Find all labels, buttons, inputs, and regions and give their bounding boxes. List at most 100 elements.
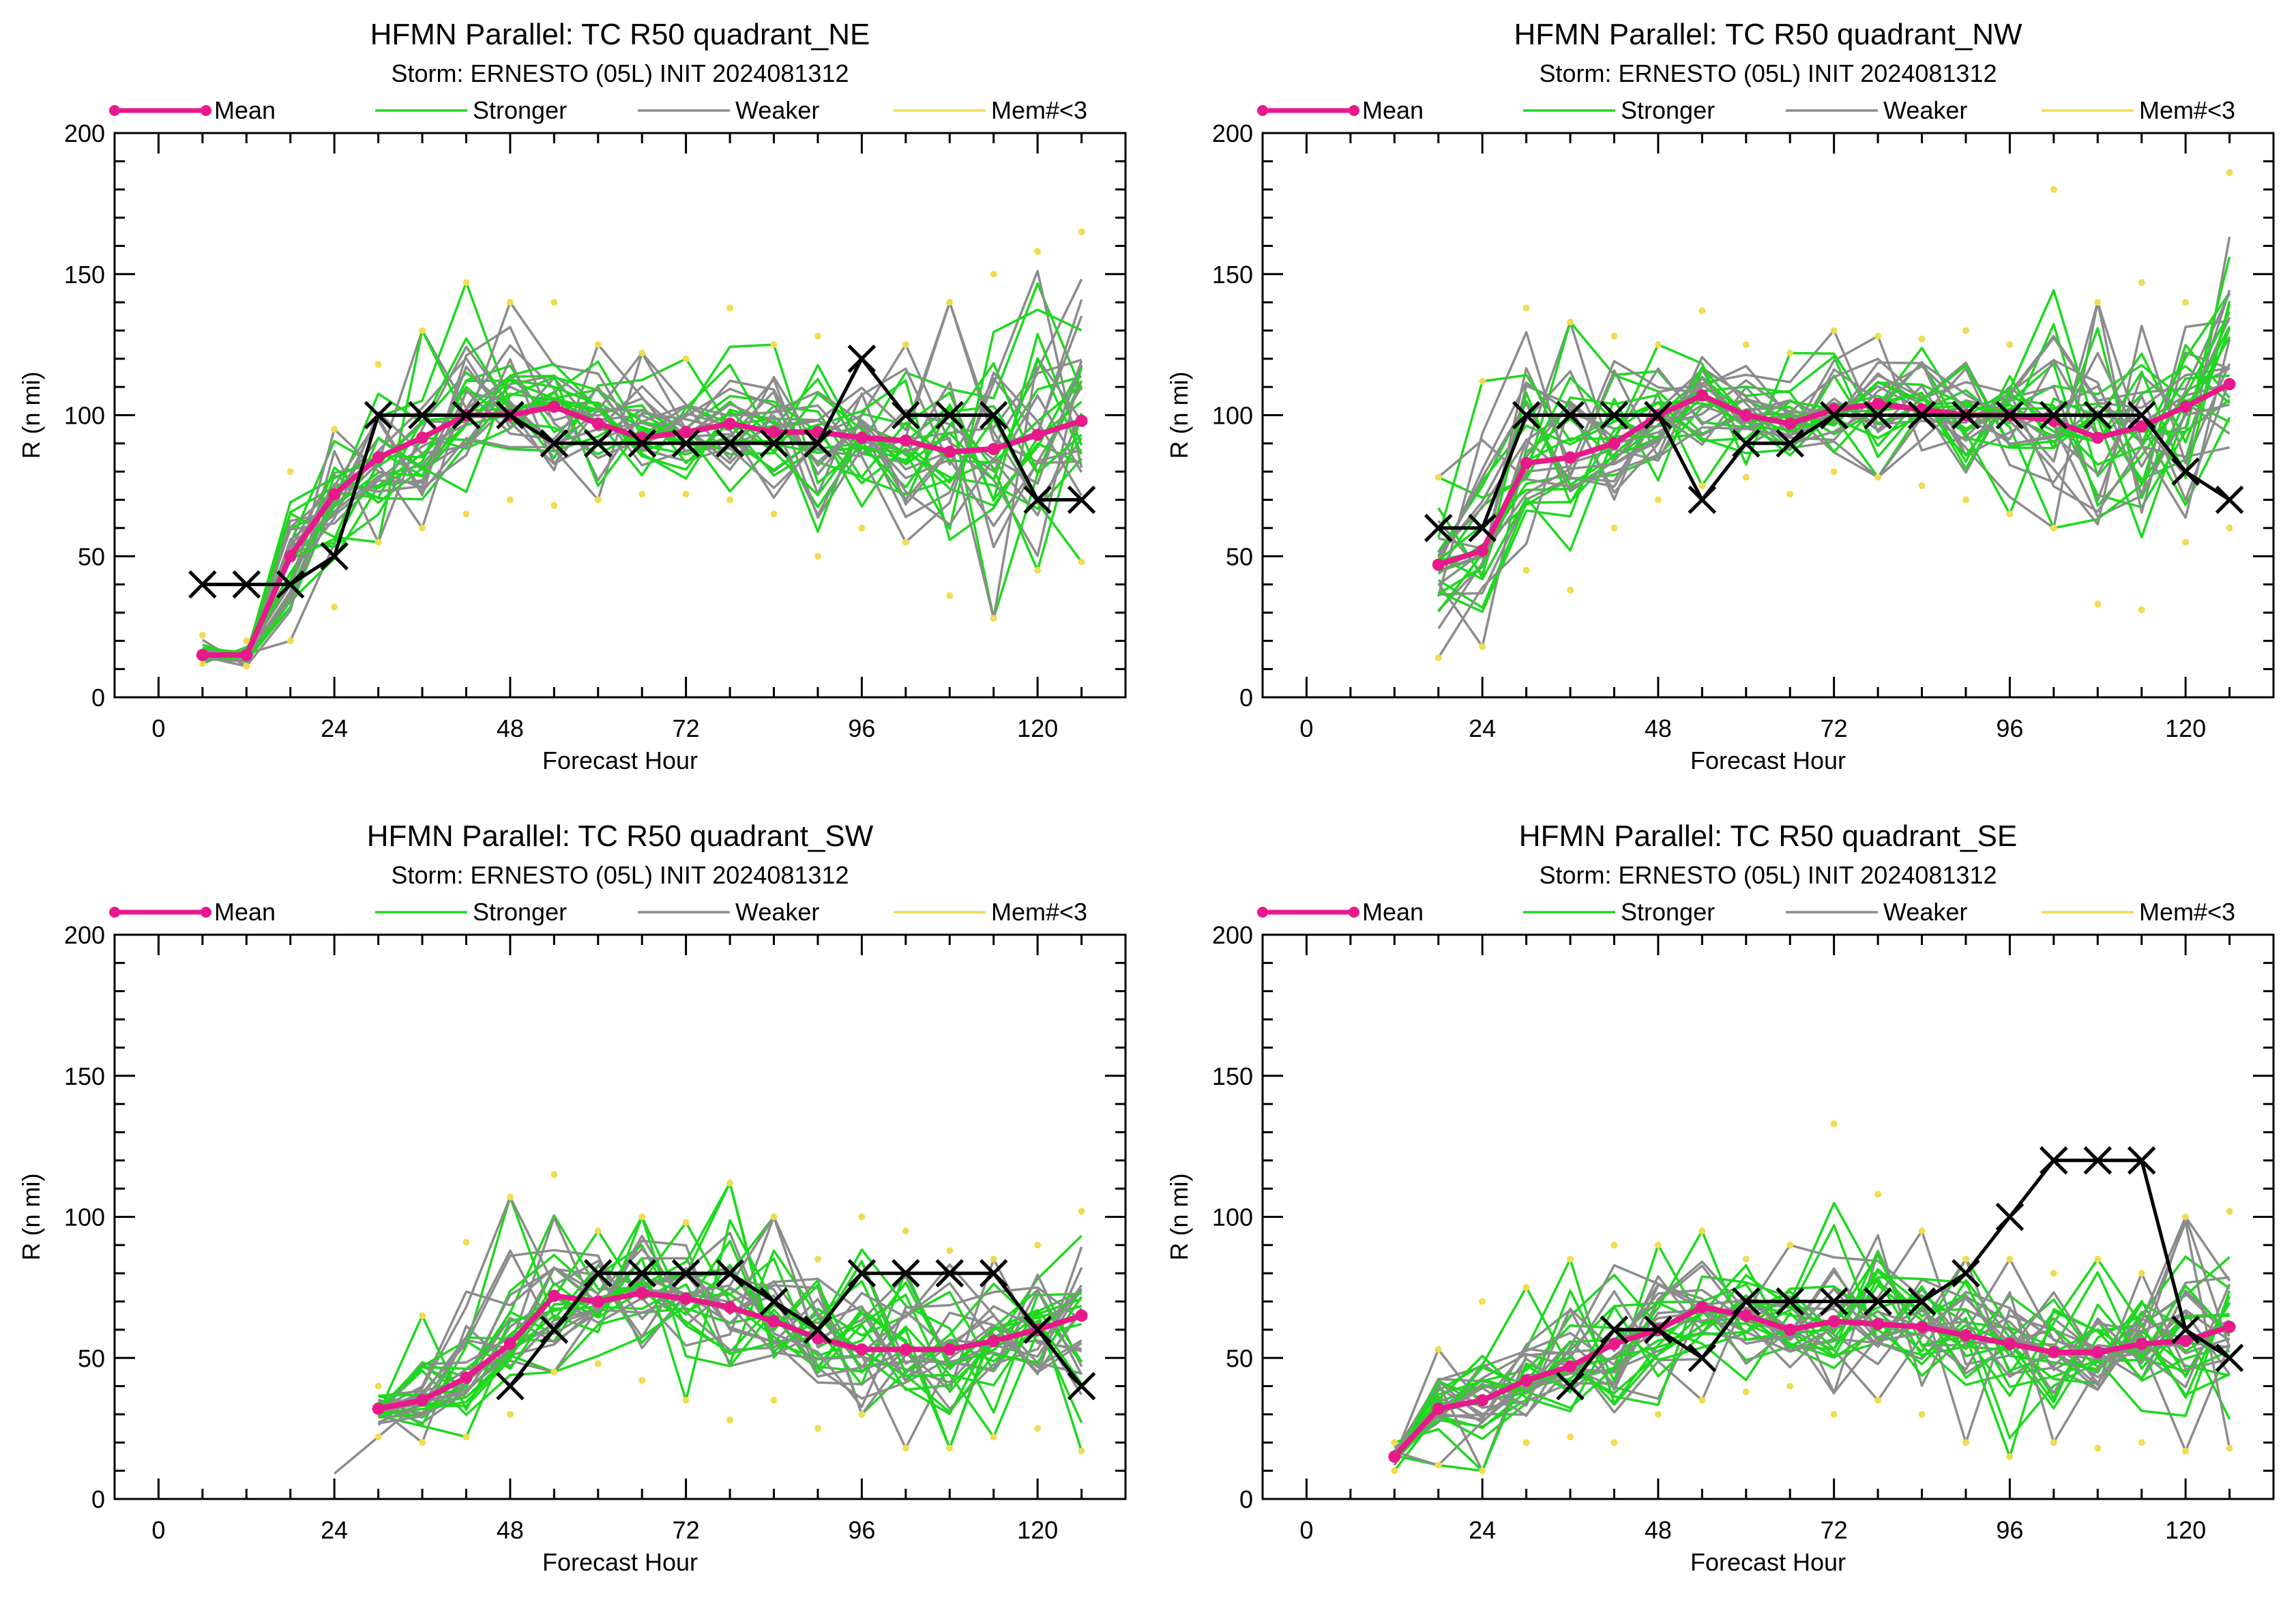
few-member-dot	[550, 1368, 558, 1375]
chart-title: HFMN Parallel: TC R50 quadrant_NE	[370, 18, 870, 51]
few-member-dot	[1918, 335, 1926, 343]
legend-mean-marker	[109, 105, 120, 116]
observed-point	[935, 1259, 965, 1287]
few-member-dot	[419, 524, 426, 531]
y-tick-label: 100	[64, 1204, 105, 1232]
mean-point	[1075, 414, 1088, 427]
observed-point	[1776, 1287, 1804, 1316]
mean-point	[1031, 428, 1044, 441]
few-member-dot	[2226, 1208, 2233, 1215]
few-member-dot	[1962, 496, 1969, 504]
observed-point	[1776, 429, 1804, 458]
few-member-dot	[726, 1416, 734, 1424]
observed-point	[1556, 1371, 1585, 1401]
observed-point	[2083, 1146, 2113, 1175]
mean-point	[899, 1343, 912, 1356]
stronger-member-line	[1394, 1229, 2231, 1461]
mean-point	[1608, 437, 1621, 450]
few-member-dot	[902, 1227, 909, 1235]
few-member-dots	[1391, 1120, 2233, 1474]
few-member-dot	[814, 1255, 821, 1263]
observed-point	[496, 1371, 525, 1401]
mean-point	[724, 1300, 737, 1313]
few-member-dot	[946, 592, 954, 600]
legend-weaker-label: Weaker	[735, 96, 819, 124]
legend-stronger-label: Stronger	[473, 898, 567, 926]
observed-point	[1600, 400, 1629, 430]
mean-point	[2003, 1337, 2016, 1350]
mean-point	[1784, 417, 1797, 430]
few-member-dot	[198, 660, 206, 667]
observed-point	[232, 570, 261, 599]
observed-point	[1864, 400, 1892, 430]
few-member-dot	[1567, 319, 1574, 326]
few-member-dot	[1962, 1255, 1969, 1263]
legend-mean-marker	[201, 907, 211, 918]
few-member-dot	[990, 1255, 997, 1263]
x-tick-label: 24	[321, 1516, 348, 1544]
legend-mean-label: Mean	[1362, 898, 1424, 926]
few-member-dot	[419, 1439, 426, 1446]
mean-point	[855, 1343, 868, 1356]
few-member-dot	[1391, 1467, 1398, 1474]
mean-point	[372, 451, 385, 464]
chart-subtitle: Storm: ERNESTO (05L) INIT 2024081312	[392, 59, 849, 87]
x-tick-label: 48	[497, 714, 524, 742]
few-member-dot	[286, 637, 294, 645]
few-member-dot	[1567, 1255, 1574, 1263]
mean-point	[1520, 456, 1533, 469]
legend-mean-marker	[1257, 105, 1268, 116]
y-axis: 0 50 100 150 200 R (n mi)	[17, 921, 1125, 1513]
observed-point	[716, 429, 744, 458]
weaker-member-line	[1393, 1287, 2231, 1466]
mean-point	[1872, 397, 1885, 410]
observed-point	[584, 429, 613, 458]
few-member-dot	[462, 279, 470, 287]
mean-series-line	[1392, 1304, 2231, 1459]
few-member-dot	[1434, 1461, 1442, 1469]
x-axis-label: Forecast Hour	[1690, 746, 1846, 774]
observed-point	[1067, 1371, 1096, 1401]
y-tick-label: 200	[1212, 921, 1253, 949]
few-member-dot	[1874, 1397, 1882, 1404]
few-member-dot	[638, 349, 646, 357]
few-member-dot	[550, 1171, 558, 1178]
x-tick-label: 72	[673, 714, 700, 742]
few-member-dot	[462, 510, 470, 518]
x-axis: 0 24 48 72 96 120 Forecast Hour	[1299, 133, 2231, 774]
chart-title: HFMN Parallel: TC R50 quadrant_NW	[1514, 18, 2022, 51]
observed-point	[1644, 400, 1673, 430]
few-member-dot	[419, 1312, 426, 1320]
x-axis-label: Forecast Hour	[542, 746, 698, 774]
observed-point	[671, 1259, 701, 1287]
few-member-dot	[2006, 1255, 2014, 1263]
few-member-dots	[1434, 169, 2233, 662]
observed-point	[1907, 400, 1937, 430]
x-tick-label: 24	[1469, 714, 1496, 742]
observed-point	[2127, 1146, 2156, 1175]
few-member-dot	[1742, 1388, 1750, 1395]
few-member-dot	[858, 1410, 866, 1418]
mean-point	[1564, 451, 1577, 464]
x-tick-label: 120	[2165, 714, 2206, 742]
chart-title: HFMN Parallel: TC R50 quadrant_SE	[1519, 819, 2017, 853]
y-tick-label: 50	[78, 1344, 105, 1372]
y-axis-label: R (n mi)	[17, 1174, 45, 1261]
observed-point	[2171, 457, 2200, 486]
y-tick-label: 150	[1212, 261, 1253, 289]
x-tick-label: 96	[1996, 1516, 2023, 1544]
few-member-dot	[1698, 1397, 1706, 1404]
few-member-dot	[638, 1213, 646, 1221]
x-tick-label: 24	[1469, 1516, 1496, 1544]
few-member-dot	[2094, 1444, 2102, 1452]
x-tick-label: 96	[848, 1516, 875, 1544]
x-tick-label: 48	[1645, 1516, 1672, 1544]
few-member-dot	[1830, 468, 1838, 476]
observed-point	[2040, 1146, 2068, 1175]
few-member-dot	[1742, 1255, 1750, 1263]
few-member-dot	[2226, 1444, 2233, 1452]
few-member-dot	[1742, 474, 1750, 481]
observed-point	[1600, 1315, 1629, 1344]
observed-point	[540, 429, 569, 458]
mean-point	[372, 1402, 385, 1415]
